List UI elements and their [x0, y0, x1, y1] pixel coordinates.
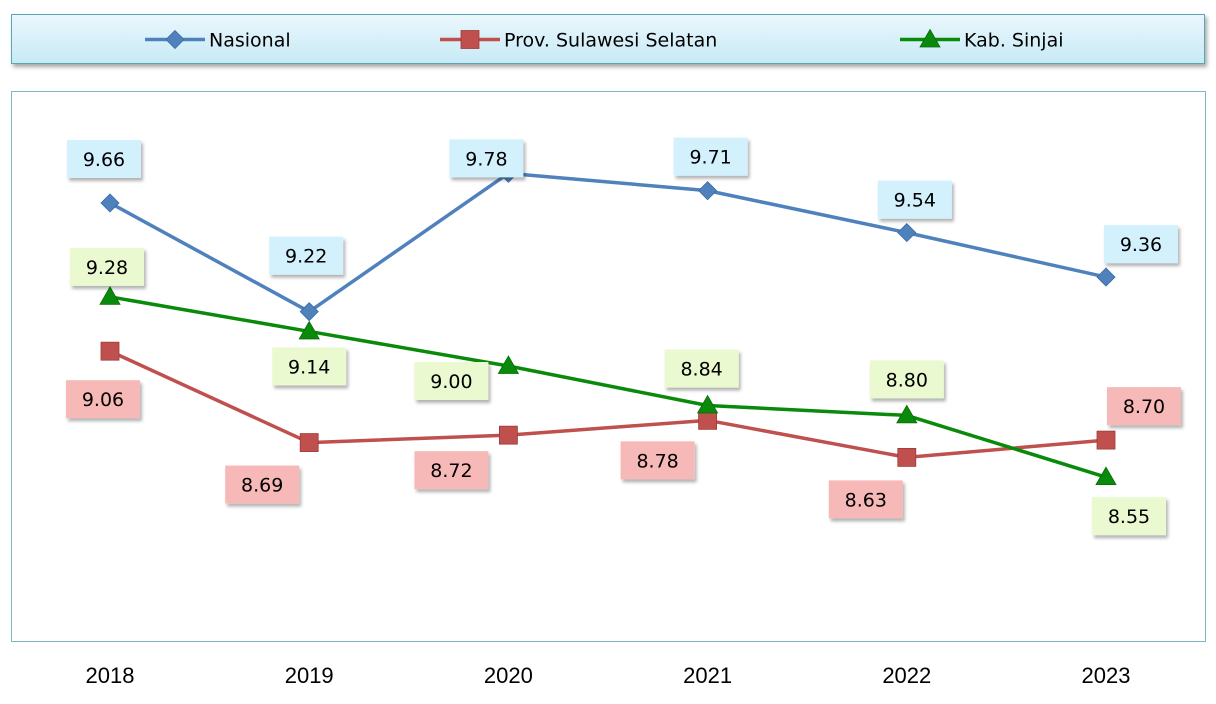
series-line-nasional	[109, 171, 1107, 314]
data-label-prov-sulawesi-selatan-2023: 8.70	[1107, 387, 1181, 426]
marker-nasional-2021	[698, 181, 718, 201]
marker-prov-sulawesi-selatan-2021	[698, 410, 717, 430]
legend-marker-kab-sinjai	[919, 28, 941, 48]
data-label-prov-sulawesi-selatan-2022: 8.63	[828, 480, 903, 519]
marker-prov-sulawesi-selatan-2018	[100, 341, 120, 361]
data-label-nasional-2018: 9.66	[67, 139, 141, 178]
data-label-text: 8.70	[1123, 396, 1165, 418]
data-label-text: 8.78	[636, 450, 678, 472]
marker-prov-sulawesi-selatan-2022	[897, 447, 917, 467]
data-label-prov-sulawesi-selatan-2018: 9.06	[66, 380, 140, 419]
data-label-text: 8.84	[680, 359, 722, 381]
series-line-kab-sinjai	[109, 295, 1107, 479]
data-label-text: 9.36	[1120, 234, 1162, 256]
legend-item-kab-sinjai: Kab. Sinjai	[900, 28, 1064, 52]
data-label-text: 9.66	[83, 149, 125, 171]
legend-item-nasional: Nasional	[145, 30, 291, 52]
data-labels: 9.66 9.22 9.78 9.71 9.54 9.36 9.06 8.69 8.72 8.78…	[66, 137, 1181, 536]
data-label-text: 9.54	[894, 190, 936, 212]
legend-label-nasional: Nasional	[209, 30, 291, 52]
data-label-text: 9.78	[465, 148, 507, 170]
data-label-kab-sinjai-2019: 9.14	[272, 347, 347, 386]
data-label-text: 8.63	[845, 489, 887, 511]
marker-nasional-2022	[897, 223, 917, 243]
data-label-prov-sulawesi-selatan-2019: 8.69	[225, 465, 300, 504]
marker-kab-sinjai-2018	[99, 286, 121, 305]
marker-kab-sinjai-2022	[896, 404, 918, 424]
data-label-text: 9.14	[288, 356, 330, 378]
x-tick-2021: 2021	[683, 663, 732, 688]
legend-marker-prov-sulawesi-selatan	[460, 30, 480, 49]
x-tick-2018: 2018	[86, 663, 135, 688]
x-tick-2022: 2022	[882, 663, 931, 688]
legend-label-prov-sulawesi-selatan: Prov. Sulawesi Selatan	[504, 30, 717, 52]
data-label-text: 9.22	[285, 246, 327, 268]
legend	[11, 14, 1205, 64]
series-lines	[109, 171, 1107, 479]
data-label-nasional-2023: 9.36	[1104, 225, 1178, 264]
series-markers	[99, 163, 1117, 486]
data-label-kab-sinjai-2022: 8.80	[869, 360, 944, 399]
marker-kab-sinjai-2021	[696, 394, 719, 414]
data-label-nasional-2022: 9.54	[877, 180, 952, 219]
data-label-text: 9.71	[689, 147, 731, 169]
data-label-kab-sinjai-2021: 8.84	[664, 349, 739, 388]
data-label-text: 8.80	[886, 369, 928, 391]
data-label-nasional-2020: 9.78	[449, 139, 524, 178]
data-label-text: 9.06	[82, 389, 124, 411]
marker-kab-sinjai-2020	[497, 355, 520, 374]
data-label-prov-sulawesi-selatan-2021: 8.78	[620, 441, 695, 480]
data-label-kab-sinjai-2020: 9.00	[414, 362, 489, 400]
marker-nasional-2023	[1096, 267, 1116, 287]
legend-item-prov-sulawesi-selatan: Prov. Sulawesi Selatan	[440, 30, 717, 52]
x-axis-ticks: 2018 2019 2020 2021 2022 2023	[86, 663, 1131, 688]
data-label-nasional-2019: 9.22	[269, 236, 344, 275]
legend-label-kab-sinjai: Kab. Sinjai	[964, 30, 1064, 52]
x-tick-2019: 2019	[285, 663, 334, 688]
marker-nasional-2018	[100, 193, 120, 213]
data-label-nasional-2021: 9.71	[673, 137, 748, 176]
legend-entries: Nasional Prov. Sulawesi Selatan Kab. Sinja…	[145, 28, 1064, 52]
data-label-text: 8.72	[430, 460, 472, 482]
marker-kab-sinjai-2023	[1095, 466, 1117, 486]
data-label-text: 8.69	[241, 475, 283, 497]
data-label-text: 8.55	[1108, 506, 1150, 528]
x-tick-2023: 2023	[1082, 663, 1131, 688]
data-label-text: 9.00	[430, 371, 472, 393]
series-line-prov-sulawesi-selatan	[109, 349, 1107, 460]
marker-prov-sulawesi-selatan-2020	[498, 425, 518, 445]
x-tick-2020: 2020	[484, 663, 533, 688]
marker-prov-sulawesi-selatan-2023	[1096, 430, 1116, 450]
marker-kab-sinjai-2019	[298, 320, 320, 340]
data-label-text: 9.28	[86, 257, 128, 279]
marker-prov-sulawesi-selatan-2019	[299, 433, 319, 452]
data-label-kab-sinjai-2023: 8.55	[1092, 497, 1166, 536]
data-label-kab-sinjai-2018: 9.28	[70, 247, 144, 286]
data-label-prov-sulawesi-selatan-2020: 8.72	[414, 451, 489, 490]
legend-marker-nasional	[165, 29, 185, 50]
